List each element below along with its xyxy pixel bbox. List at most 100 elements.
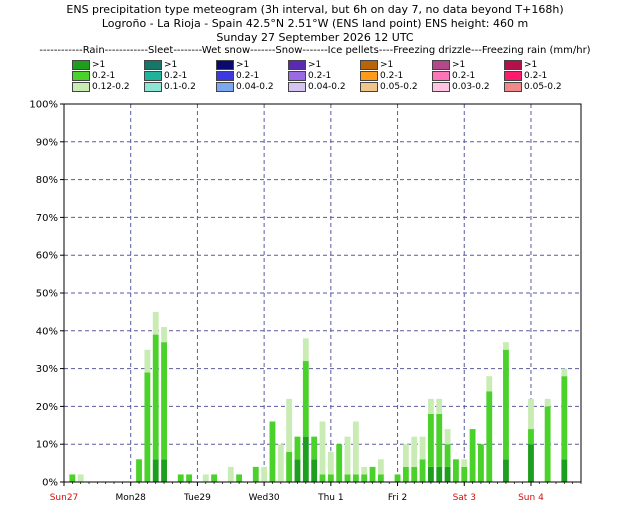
y-tick-label: 0% (42, 478, 58, 489)
legend-label: 0.04-0.2 (236, 82, 274, 92)
bar-segment-moderate (377, 474, 384, 482)
bar-segment-light (261, 466, 268, 482)
bar-segment-moderate (402, 466, 409, 482)
legend-label: 0.03-0.2 (452, 82, 490, 92)
bar-segment-heavy (161, 459, 167, 482)
chart-title-line2: Logroño - La Rioja - Spain 42.5°N 2.51°W… (101, 17, 529, 30)
bar-segment-heavy (152, 459, 159, 482)
bar-segment-moderate (302, 361, 309, 437)
legend-swatch (432, 60, 450, 70)
bar-segment-light (227, 466, 234, 482)
legend-label: 0.2-1 (164, 71, 188, 81)
chart-title-line1: ENS precipitation type meteogram (3h int… (66, 3, 564, 16)
bar-segment-moderate (286, 451, 293, 482)
bar-segment-heavy (294, 459, 301, 482)
y-tick-label: 50% (36, 289, 58, 300)
x-tick-label: Wed30 (249, 493, 280, 503)
legend-label: 0.2-1 (452, 71, 476, 81)
bar-segment-moderate (411, 466, 418, 482)
y-tick-label: 40% (36, 326, 58, 337)
bar-segment-light (461, 459, 468, 467)
bar-segment-heavy (427, 466, 434, 482)
x-tick-label: Fri 2 (388, 493, 407, 503)
bar-segment-moderate (144, 372, 151, 482)
y-tick-label: 100% (29, 100, 58, 111)
legend-swatch (72, 60, 90, 70)
legend-label: >1 (236, 60, 250, 70)
bar-segment-moderate (528, 429, 534, 445)
bar-segment-moderate (461, 466, 468, 482)
legend-swatch (216, 82, 234, 92)
bar-segment-moderate (311, 436, 318, 460)
bar-segment-moderate (453, 459, 459, 482)
bar-segment-light (486, 376, 493, 392)
legend-label: 0.2-1 (92, 71, 116, 81)
bar-segment-light (152, 311, 159, 335)
bar-segment-moderate (361, 474, 368, 482)
bar-segment-moderate (319, 474, 326, 482)
legend-heading: ------------Rain------------Sleet-------… (39, 45, 591, 56)
bar-segment-moderate (177, 474, 184, 482)
legend-label: 0.2-1 (524, 71, 548, 81)
bar-segment-moderate (336, 444, 343, 482)
bar-segment-moderate (544, 406, 551, 482)
bar-segment-light (427, 398, 434, 414)
legend-swatch (144, 71, 162, 81)
bar-segment-moderate (478, 444, 484, 482)
bar-segment-heavy (503, 459, 509, 482)
bar-segment-light (528, 398, 534, 430)
y-tick-label: 20% (36, 402, 58, 413)
bar-segment-moderate (419, 459, 426, 482)
bar-segment-moderate (469, 429, 476, 482)
bar-segment-heavy (302, 436, 309, 482)
bar-segment-light (503, 342, 509, 350)
legend-swatch (432, 71, 450, 81)
bar-segment-moderate (352, 474, 359, 482)
legend-label: >1 (164, 60, 178, 70)
legend-swatch (360, 71, 378, 81)
y-tick-label: 10% (36, 440, 58, 451)
legend-label: >1 (308, 60, 322, 70)
legend-swatch (504, 82, 522, 92)
bar-segment-light (436, 398, 443, 414)
y-tick-label: 80% (36, 175, 58, 186)
bar-segment-light (286, 398, 293, 452)
legend-swatch (144, 82, 162, 92)
bar-segment-moderate (369, 466, 376, 482)
bar-segment-moderate (444, 444, 451, 467)
x-tick-label: Sun27 (50, 493, 79, 503)
bar-segment-light (344, 436, 351, 475)
y-tick-label: 70% (36, 213, 58, 224)
bar-segment-heavy (436, 466, 443, 482)
y-tick-label: 60% (36, 251, 58, 262)
legend-swatch (72, 71, 90, 81)
bar-segment-moderate (294, 436, 301, 460)
legend-label: 0.04-0.2 (308, 82, 346, 92)
bar-segment-heavy (444, 466, 451, 482)
bar-segment-light (411, 436, 418, 467)
legend-label: >1 (380, 60, 394, 70)
bar-segment-light (277, 444, 284, 482)
x-tick-label: Thu 1 (317, 493, 344, 503)
bar-segment-light (144, 349, 151, 373)
legend-swatch (360, 82, 378, 92)
bar-segment-light (352, 421, 359, 475)
legend-swatch (432, 82, 450, 92)
bar-segment-moderate (252, 466, 259, 482)
bar-segment-moderate (69, 474, 76, 482)
bar-segment-moderate (136, 459, 142, 482)
bar-segment-light (319, 421, 326, 475)
bar-segment-light (444, 429, 451, 445)
bar-segment-moderate (503, 349, 509, 460)
bar-segment-moderate (327, 474, 334, 482)
bar-segment-light (361, 466, 368, 475)
bar-segment-light (327, 451, 334, 475)
bar-segment-light (561, 368, 568, 377)
bar-segment-moderate (161, 342, 167, 460)
bar-segment-moderate (236, 474, 243, 482)
chart-title-line3: Sunday 27 September 2026 12 UTC (216, 31, 414, 44)
legend-label: 0.12-0.2 (92, 82, 130, 92)
bar-segment-moderate (486, 391, 493, 482)
legend-swatch (504, 71, 522, 81)
